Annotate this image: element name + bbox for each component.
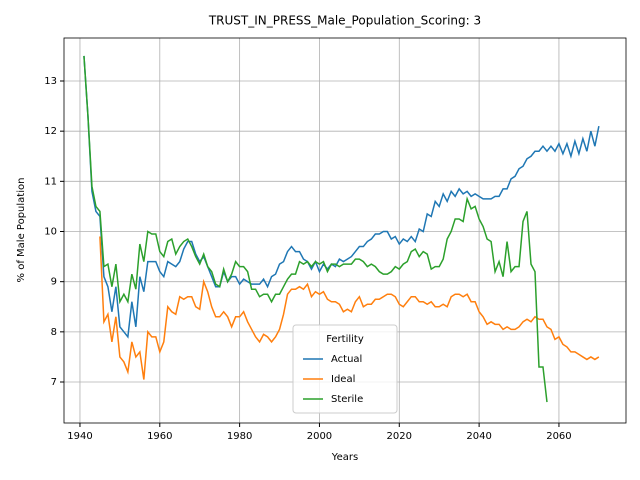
x-tick-label: 2040	[466, 431, 491, 442]
plot-frame	[63, 37, 627, 424]
y-tick-label: 13	[44, 76, 57, 87]
y-tick-label: 11	[44, 176, 57, 187]
y-tick-label: 10	[44, 227, 57, 238]
legend-label: Ideal	[331, 374, 355, 385]
x-tick-label: 1940	[67, 431, 92, 442]
x-tick-label: 1960	[147, 431, 172, 442]
y-axis-label: % of Male Population	[16, 178, 27, 283]
x-tick-label: 2020	[387, 431, 412, 442]
line-series	[83, 55, 600, 339]
legend-title: Fertility	[326, 334, 364, 345]
x-tick-label: 2000	[307, 431, 332, 442]
legend: Fertility Actual Ideal Sterile	[292, 324, 398, 414]
legend-label: Actual	[331, 354, 362, 365]
y-tick-label: 7	[51, 377, 57, 388]
y-tick-label: 9	[51, 277, 57, 288]
x-axis-label: Years	[331, 452, 358, 463]
y-tick-label: 8	[51, 327, 57, 338]
chart-title: TRUST_IN_PRESS_Male_Population_Scoring: …	[208, 14, 481, 28]
x-tick-label: 2060	[546, 431, 571, 442]
y-tick-label: 12	[44, 126, 57, 137]
legend-box	[292, 324, 398, 414]
x-tick-label: 1980	[227, 431, 252, 442]
line-series	[83, 55, 548, 403]
line-series	[99, 236, 600, 380]
legend-label: Sterile	[331, 394, 363, 405]
